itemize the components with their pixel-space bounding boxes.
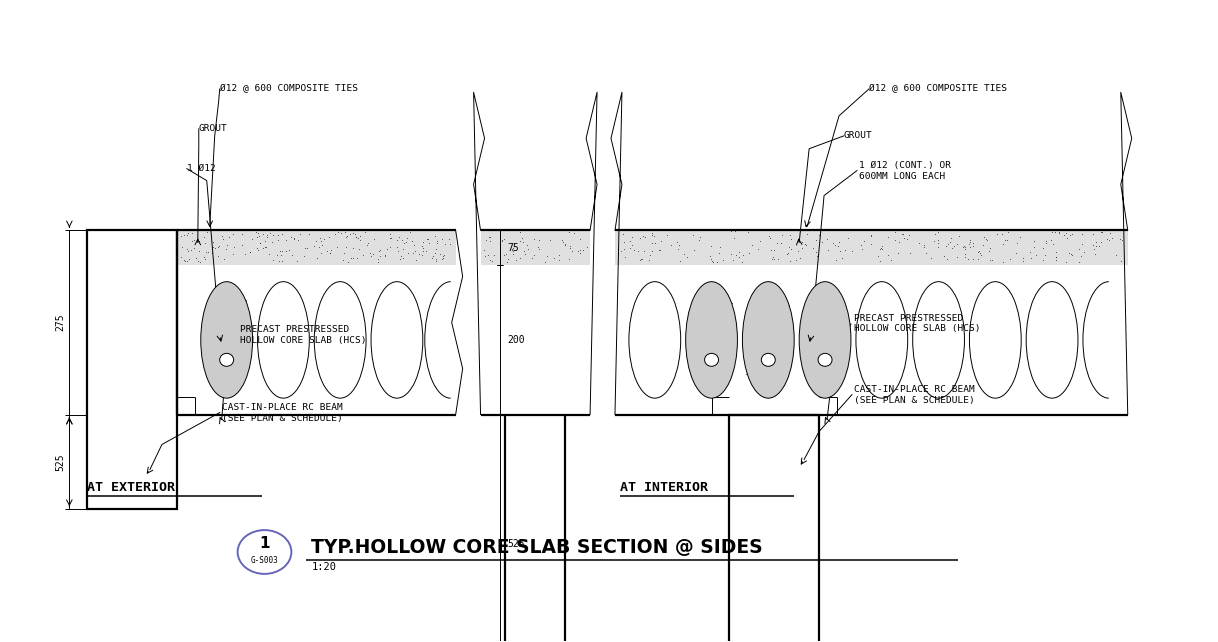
Text: 75: 75 <box>508 243 519 253</box>
Ellipse shape <box>743 282 794 398</box>
Text: 1:20: 1:20 <box>312 562 336 572</box>
Bar <box>481 230 590 265</box>
Text: CAST-IN-PLACE RC BEAM: CAST-IN-PLACE RC BEAM <box>222 403 342 412</box>
Text: PRECAST PRESTRESSED: PRECAST PRESTRESSED <box>854 313 963 322</box>
Text: GROUT: GROUT <box>199 125 228 134</box>
Ellipse shape <box>970 282 1021 398</box>
Text: 1: 1 <box>259 535 269 551</box>
Text: Ø12 @ 600 COMPOSITE TIES: Ø12 @ 600 COMPOSITE TIES <box>219 85 358 94</box>
Ellipse shape <box>371 282 423 398</box>
Text: 200: 200 <box>508 335 525 345</box>
Ellipse shape <box>856 282 907 398</box>
Text: AT EXTERIOR: AT EXTERIOR <box>88 481 175 494</box>
Text: 1 Ø12: 1 Ø12 <box>186 164 216 173</box>
Ellipse shape <box>1027 282 1078 398</box>
Ellipse shape <box>912 282 965 398</box>
Text: HOLLOW CORE SLAB (HCS): HOLLOW CORE SLAB (HCS) <box>240 336 367 345</box>
Ellipse shape <box>257 282 309 398</box>
Ellipse shape <box>314 282 367 398</box>
Text: CAST-IN-PLACE RC BEAM: CAST-IN-PLACE RC BEAM <box>854 385 974 394</box>
Ellipse shape <box>799 282 851 398</box>
Ellipse shape <box>201 282 252 398</box>
Text: 525: 525 <box>55 453 66 471</box>
Ellipse shape <box>686 282 737 398</box>
Text: HOLLOW CORE SLAB (HCS): HOLLOW CORE SLAB (HCS) <box>854 324 980 333</box>
Bar <box>730 415 818 642</box>
Text: 275: 275 <box>55 314 66 331</box>
Ellipse shape <box>704 353 719 367</box>
Bar <box>177 230 456 265</box>
Text: AT INTERIOR: AT INTERIOR <box>620 481 708 494</box>
Bar <box>88 230 177 509</box>
Text: 1 Ø12 (CONT.) OR: 1 Ø12 (CONT.) OR <box>859 161 951 170</box>
Ellipse shape <box>628 282 681 398</box>
Text: 600MM LONG EACH: 600MM LONG EACH <box>859 172 945 181</box>
Text: 525: 525 <box>508 539 525 549</box>
Text: Ø12 @ 600 COMPOSITE TIES: Ø12 @ 600 COMPOSITE TIES <box>868 85 1007 94</box>
Text: (SEE PLAN & SCHEDULE): (SEE PLAN & SCHEDULE) <box>222 414 342 423</box>
Ellipse shape <box>238 530 291 574</box>
Text: TYP.HOLLOW CORE SLAB SECTION @ SIDES: TYP.HOLLOW CORE SLAB SECTION @ SIDES <box>312 537 762 557</box>
Ellipse shape <box>818 353 832 367</box>
Ellipse shape <box>219 353 234 367</box>
Text: G-S003: G-S003 <box>251 557 279 566</box>
Text: GROUT: GROUT <box>844 132 873 141</box>
Bar <box>615 230 1128 265</box>
Text: PRECAST PRESTRESSED: PRECAST PRESTRESSED <box>240 325 348 334</box>
Ellipse shape <box>761 353 776 367</box>
Text: (SEE PLAN & SCHEDULE): (SEE PLAN & SCHEDULE) <box>854 396 974 405</box>
